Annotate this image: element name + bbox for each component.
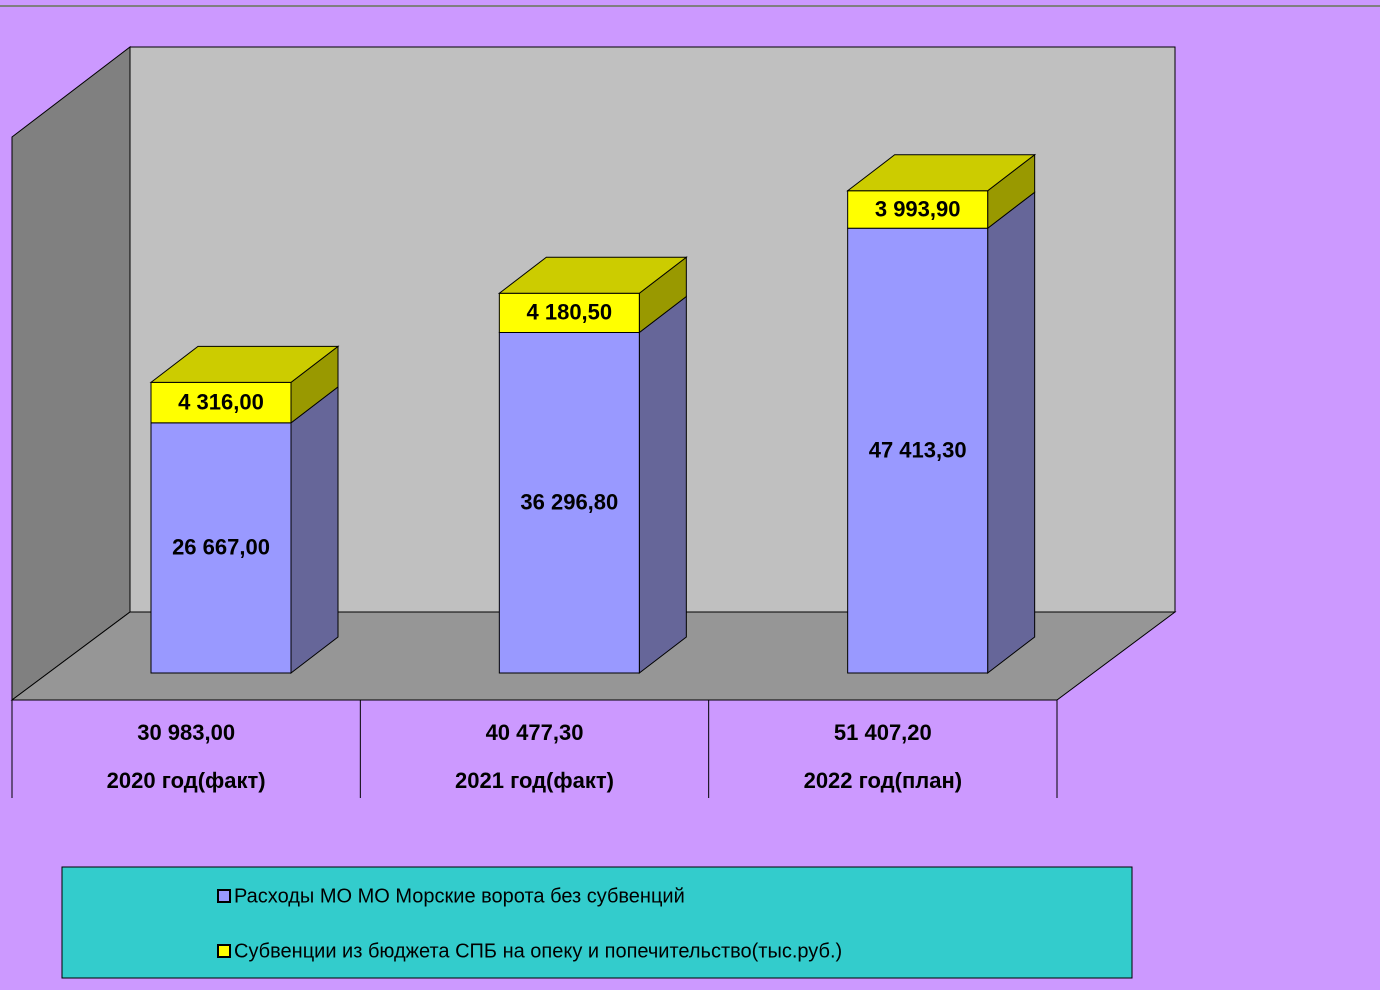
data-label: 4 180,50 <box>527 300 613 325</box>
data-label: 4 316,00 <box>178 389 264 414</box>
bar-side <box>638 295 687 675</box>
category-total: 30 983,00 <box>137 720 235 745</box>
data-label: 3 993,90 <box>875 196 961 221</box>
category-total: 40 477,30 <box>486 720 584 745</box>
x-tick-label: 2021 год(факт) <box>455 768 614 793</box>
data-label: 36 296,80 <box>520 490 618 515</box>
bar-side <box>290 385 339 675</box>
bar <box>150 422 292 674</box>
legend-box <box>61 866 1133 979</box>
bar-top <box>846 154 1037 192</box>
bar-side <box>987 191 1036 675</box>
legend-swatch <box>217 889 231 903</box>
data-label: 26 667,00 <box>172 535 270 560</box>
legend-swatch <box>217 944 231 958</box>
x-tick-label: 2022 год(план) <box>804 768 962 793</box>
x-tick-label: 2020 год(факт) <box>107 768 266 793</box>
legend: Расходы МО МО Морские ворота без субвенц… <box>217 885 842 962</box>
legend-label: Расходы МО МО Морские ворота без субвенц… <box>234 885 685 907</box>
bar <box>498 332 640 674</box>
bar-top <box>497 256 688 294</box>
bar <box>847 190 989 229</box>
category-table: 30 983,00 2020 год(факт) 40 477,30 2021 год… <box>11 699 1058 798</box>
category-total: 51 407,20 <box>834 720 932 745</box>
bar <box>847 227 989 674</box>
legend-label: Субвенции из бюджета СПБ на опеку и попе… <box>234 940 842 962</box>
data-label: 47 413,30 <box>869 437 967 462</box>
bars: 26 667,00 4 316,00 36 296,80 4 180,50 47 413… <box>149 153 1037 675</box>
bar <box>498 292 640 334</box>
bar-top <box>149 345 340 383</box>
side-wall <box>11 45 131 701</box>
bar <box>150 381 292 424</box>
